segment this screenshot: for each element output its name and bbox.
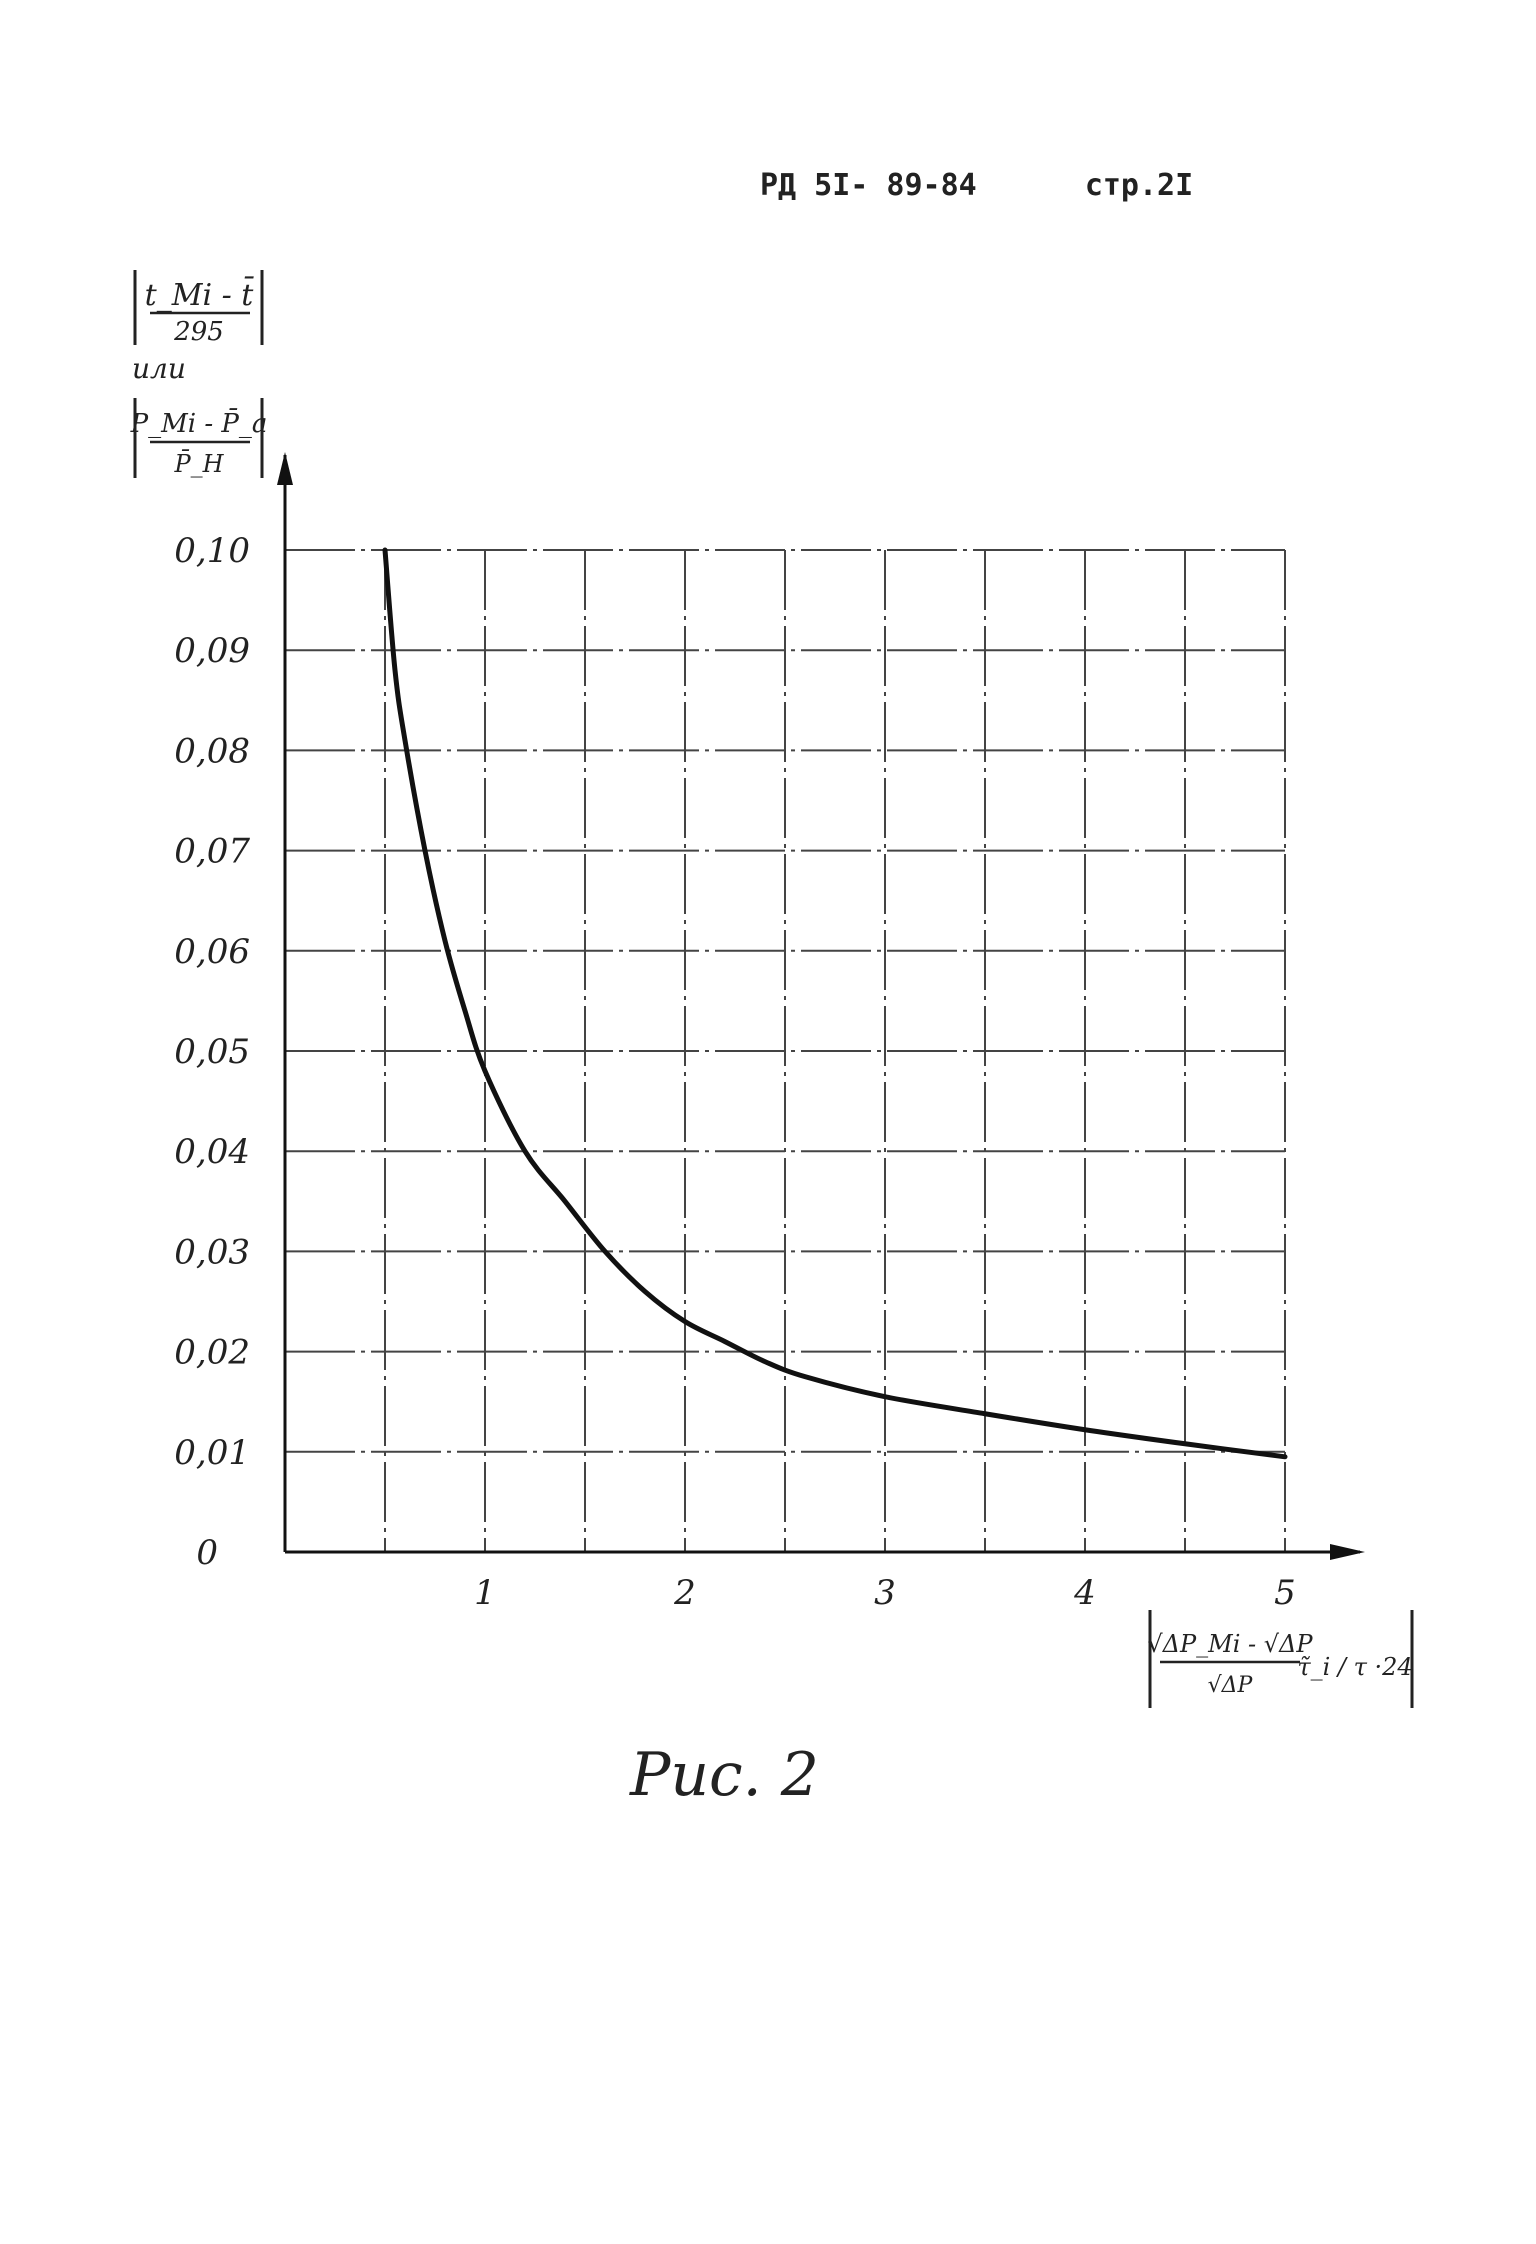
y-tick-label-0: 0 [196, 1533, 218, 1573]
y-label-bottom-denominator: P̄_H [173, 450, 224, 478]
x-tick-label-1: 2 [673, 1573, 696, 1613]
x-tick-label-2: 3 [874, 1573, 896, 1613]
page-number: стр.2I [1084, 168, 1194, 203]
x-label-numerator: √ΔP_Mi - √ΔP [1147, 1630, 1313, 1658]
grid [285, 549, 1286, 1552]
y-axis-arrow [277, 452, 293, 485]
axes [277, 452, 1365, 1560]
y-label-or: или [132, 352, 186, 385]
x-tick-label-3: 4 [1073, 1573, 1096, 1613]
y-label-bottom-numerator: P_Mi - P̄_a [130, 407, 268, 439]
y-tick-label-8: 0,08 [174, 731, 250, 771]
y-tick-label-4: 0,04 [174, 1132, 250, 1172]
y-label-top-numerator: t_Mi - t̄ [145, 275, 255, 313]
y-tick-label-2: 0,02 [174, 1333, 250, 1373]
y-tick-label-5: 0,05 [174, 1032, 250, 1072]
x-tick-label-4: 5 [1274, 1573, 1296, 1613]
y-axis-label: t_Mi - t̄ 295 или P_Mi - P̄_a P̄_H [130, 270, 268, 478]
figure-caption: Рис. 2 [630, 1740, 819, 1810]
y-tick-label-1: 0,01 [174, 1433, 250, 1473]
y-tick-label-10: 0,10 [174, 531, 250, 571]
series [382, 547, 1288, 1460]
y-tick-label-7: 0,07 [174, 832, 250, 872]
x-label-denominator: √ΔP [1208, 1673, 1254, 1698]
y-label-top-denominator: 295 [173, 317, 224, 347]
y-tick-labels: 0 0,01 0,02 0,03 0,04 0,05 0,06 0,07 0,08 0,09 0,1… [174, 531, 250, 1573]
y-tick-label-3: 0,03 [174, 1232, 250, 1272]
x-label-factor: τ̃_i / τ ·24 [1297, 1653, 1412, 1681]
series-line-0 [382, 547, 1288, 1460]
y-tick-label-9: 0,09 [174, 631, 250, 671]
y-tick-label-6: 0,06 [174, 932, 250, 972]
x-axis-arrow [1330, 1544, 1365, 1560]
document-code: РД 5I- 89-84 [760, 168, 977, 203]
document-header: РД 5I- 89-84 стр.2I [760, 168, 1193, 203]
x-axis-label: √ΔP_Mi - √ΔP √ΔP τ̃_i / τ ·24 [1147, 1610, 1414, 1708]
x-tick-labels: 1 2 3 4 5 [474, 1573, 1296, 1613]
x-tick-label-0: 1 [474, 1573, 496, 1613]
